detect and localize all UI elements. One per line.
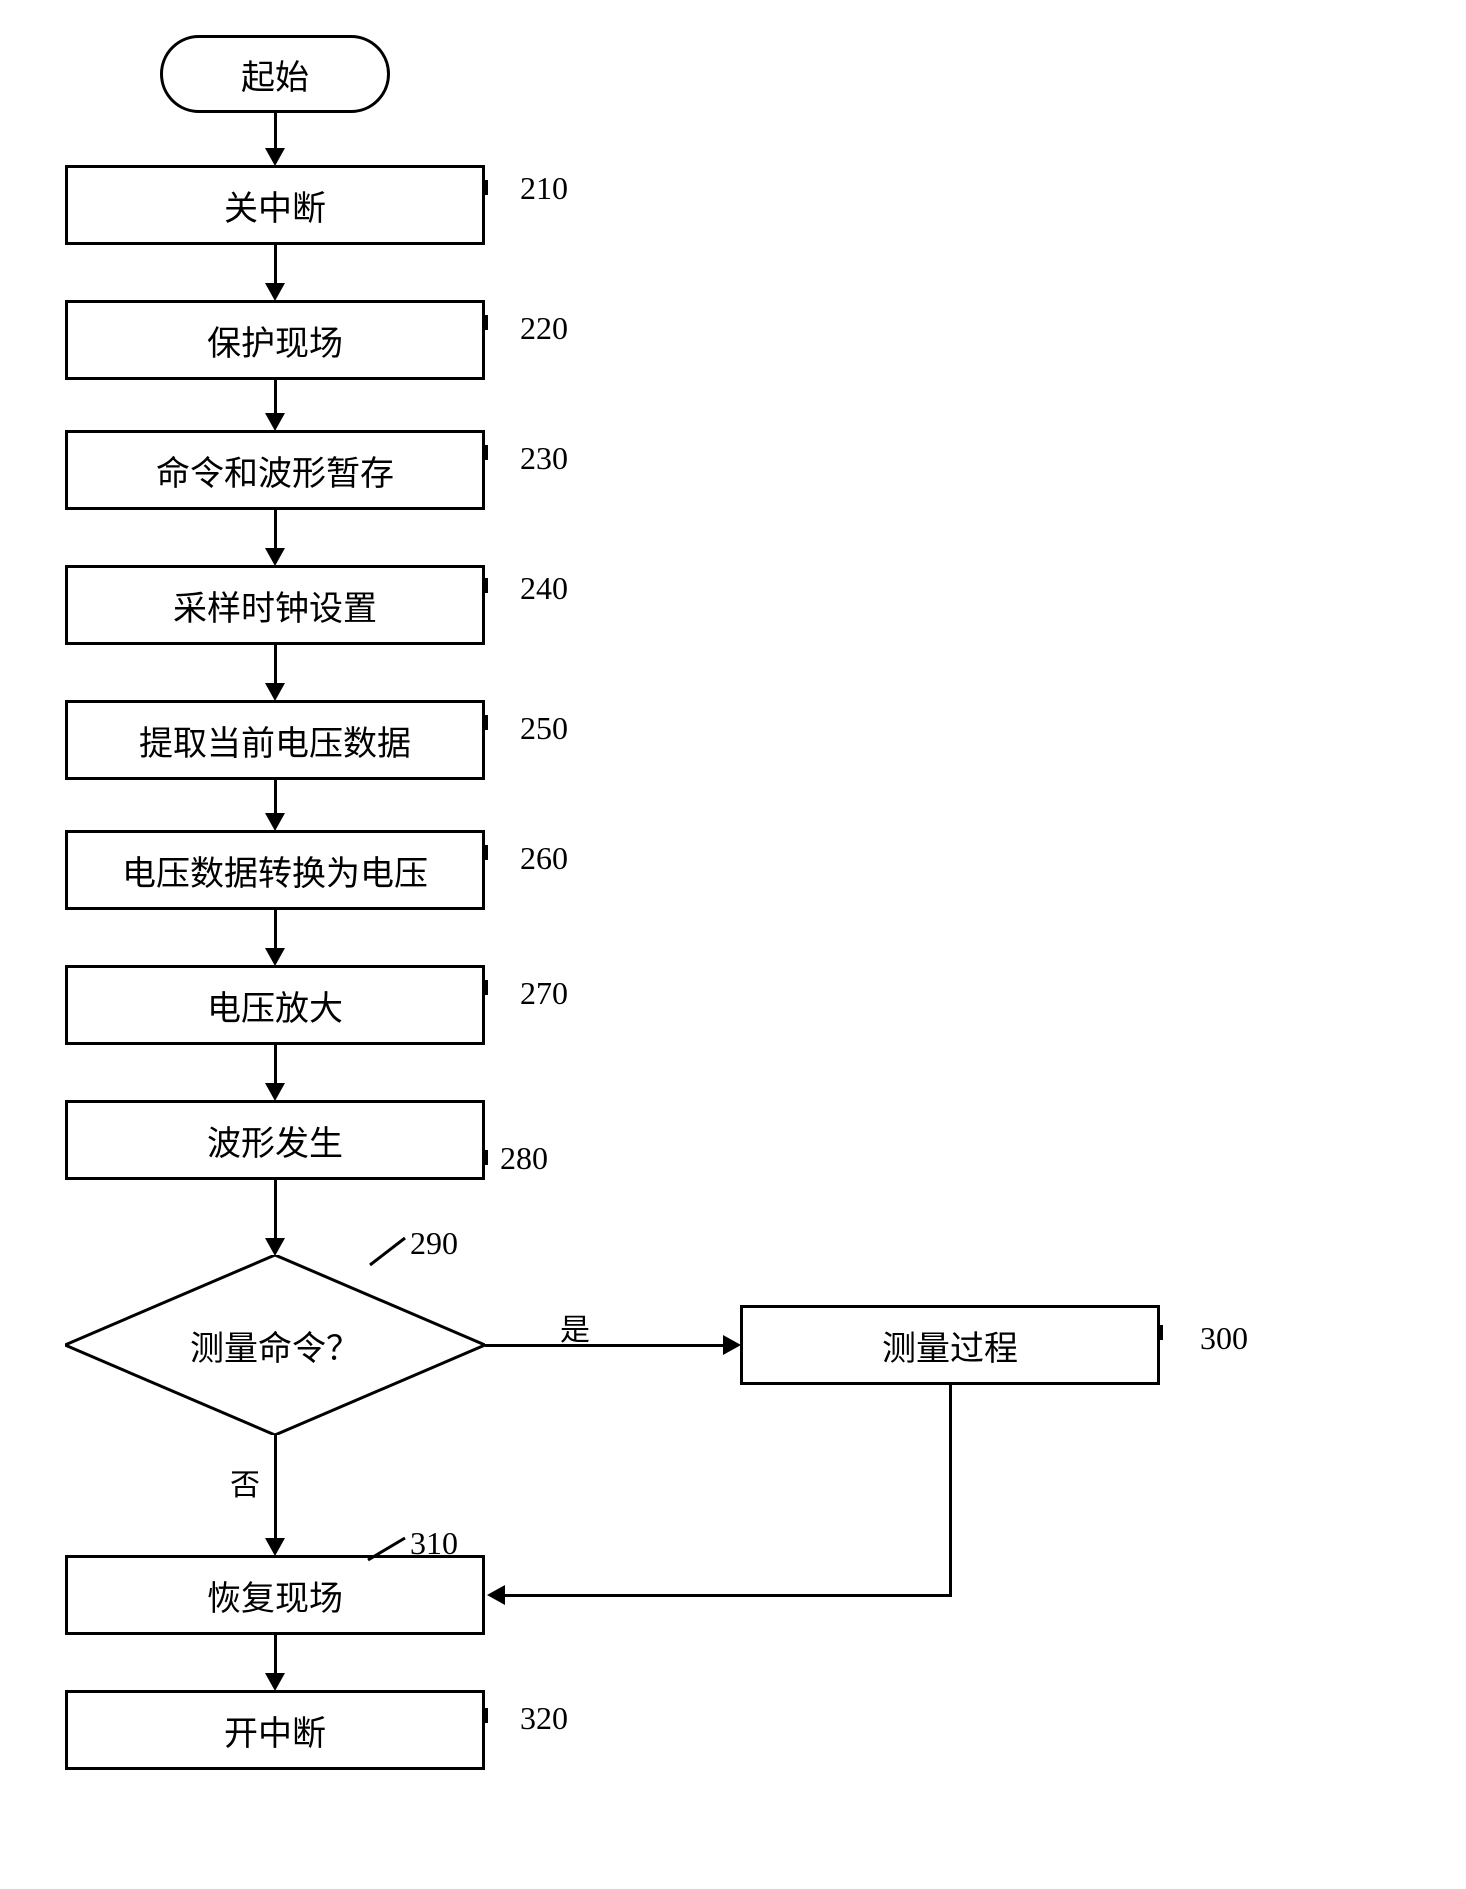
edge-310-320 (274, 1635, 277, 1675)
n280-text: 波形发生 (207, 1116, 343, 1165)
n250-text: 提取当前电压数据 (139, 716, 411, 765)
label-tick (485, 1708, 488, 1723)
n300-text: 测量过程 (882, 1321, 1018, 1370)
arrowhead (265, 1673, 285, 1691)
label-290: 290 (410, 1225, 458, 1262)
arrowhead (265, 548, 285, 566)
label-210: 210 (520, 170, 568, 207)
edge-270-280 (274, 1045, 277, 1085)
process-300: 测量过程 (740, 1305, 1160, 1385)
label-270: 270 (520, 975, 568, 1012)
label-tick (485, 578, 488, 593)
label-260: 260 (520, 840, 568, 877)
process-280: 波形发生 (65, 1100, 485, 1180)
start-text: 起始 (241, 50, 309, 99)
process-260: 电压数据转换为电压 (65, 830, 485, 910)
label-tick (485, 180, 488, 195)
label-250: 250 (520, 710, 568, 747)
n220-text: 保护现场 (207, 316, 343, 365)
arrowhead (265, 948, 285, 966)
label-tick (485, 445, 488, 460)
label-320: 320 (520, 1700, 568, 1737)
edge-210-220 (274, 245, 277, 285)
n260-text: 电压数据转换为电压 (122, 846, 428, 895)
edge-280-290 (274, 1180, 277, 1240)
label-300: 300 (1200, 1320, 1248, 1357)
no-label: 否 (230, 1460, 260, 1504)
label-220: 220 (520, 310, 568, 347)
edge-300-310-h (503, 1594, 952, 1597)
edge-300-310-v (949, 1385, 952, 1597)
label-240: 240 (520, 570, 568, 607)
arrowhead (265, 1083, 285, 1101)
n230-text: 命令和波形暂存 (156, 446, 394, 495)
edge-290-300 (485, 1344, 725, 1347)
yes-label: 是 (560, 1305, 590, 1349)
n270-text: 电压放大 (207, 981, 343, 1030)
n320-text: 开中断 (224, 1706, 326, 1755)
edge-240-250 (274, 645, 277, 685)
process-210: 关中断 (65, 165, 485, 245)
edge-start-210 (274, 113, 277, 150)
process-220: 保护现场 (65, 300, 485, 380)
n210-text: 关中断 (224, 181, 326, 230)
process-230: 命令和波形暂存 (65, 430, 485, 510)
start-node: 起始 (160, 35, 390, 113)
arrowhead (487, 1585, 505, 1605)
process-250: 提取当前电压数据 (65, 700, 485, 780)
arrowhead (265, 148, 285, 166)
n310-text: 恢复现场 (207, 1571, 343, 1620)
n290-text: 测量命令？ (190, 1321, 360, 1370)
label-tick (1160, 1325, 1163, 1340)
label-230: 230 (520, 440, 568, 477)
arrowhead (265, 413, 285, 431)
edge-260-270 (274, 910, 277, 950)
edge-220-230 (274, 380, 277, 415)
flowchart-container: 起始 关中断 210 保护现场 220 命令和波形暂存 230 采样时钟设置 2… (0, 0, 1466, 1889)
label-tick (485, 845, 488, 860)
label-tick (485, 715, 488, 730)
edge-230-240 (274, 510, 277, 550)
arrowhead (265, 1238, 285, 1256)
process-270: 电压放大 (65, 965, 485, 1045)
process-320: 开中断 (65, 1690, 485, 1770)
edge-290-310 (274, 1435, 277, 1540)
n240-text: 采样时钟设置 (173, 581, 377, 630)
arrowhead (265, 683, 285, 701)
label-tick (485, 1150, 488, 1165)
process-240: 采样时钟设置 (65, 565, 485, 645)
label-280: 280 (500, 1140, 548, 1177)
label-tick (485, 315, 488, 330)
process-310: 恢复现场 (65, 1555, 485, 1635)
arrowhead (265, 283, 285, 301)
label-tick (485, 980, 488, 995)
arrowhead (265, 813, 285, 831)
arrowhead (265, 1538, 285, 1556)
edge-250-260 (274, 780, 277, 815)
label-310: 310 (410, 1525, 458, 1562)
decision-290: 测量命令？ (65, 1255, 485, 1435)
arrowhead (723, 1335, 741, 1355)
